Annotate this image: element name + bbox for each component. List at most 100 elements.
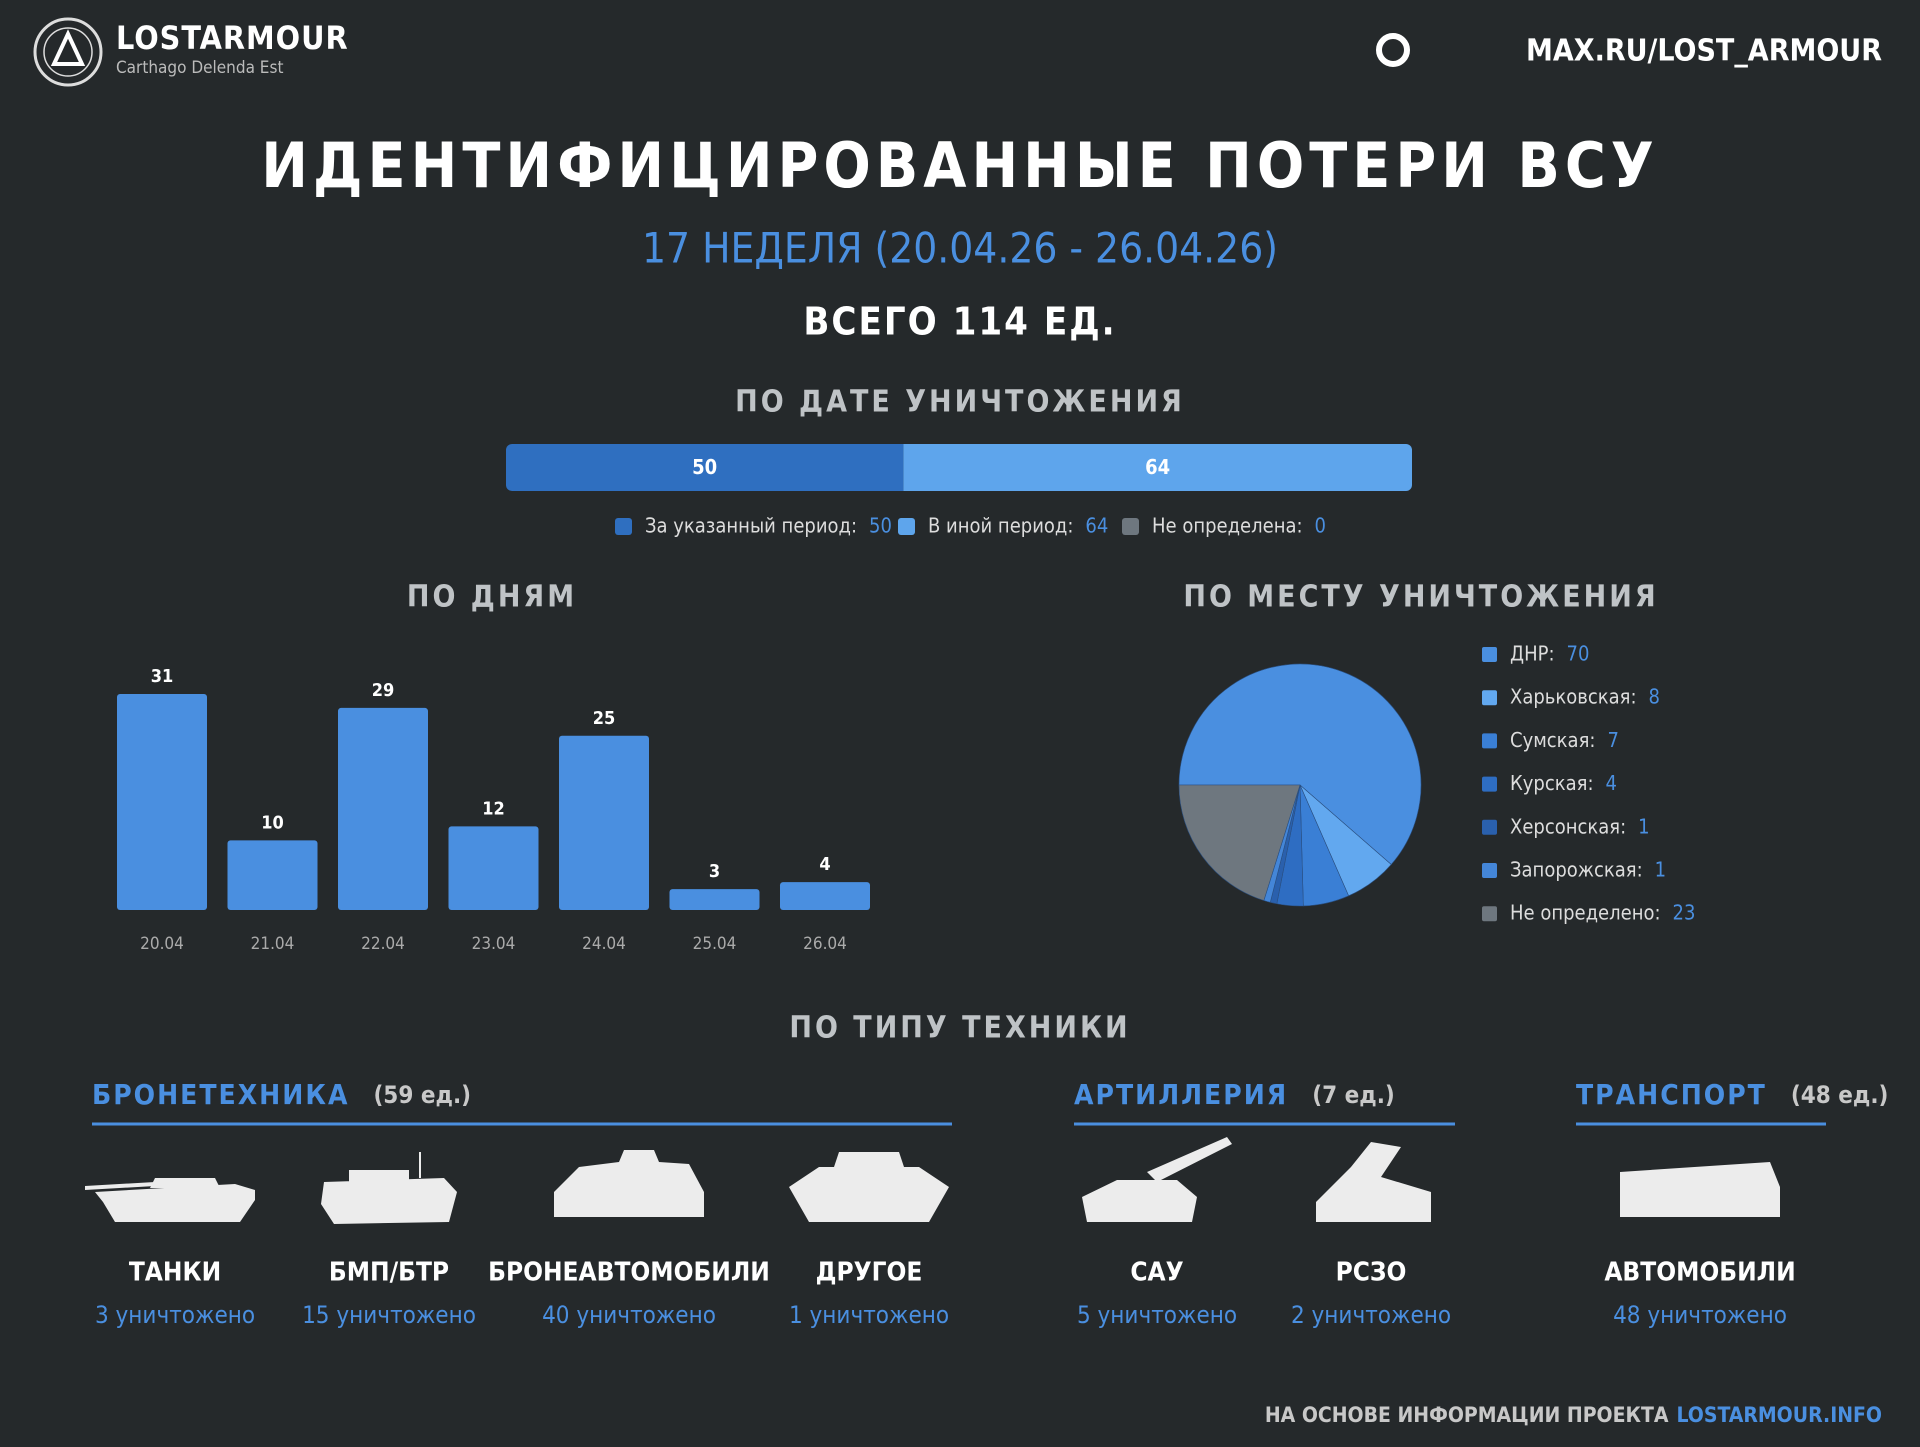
legend-swatch	[1482, 776, 1497, 792]
group-count: (59 ед.)	[373, 1081, 471, 1109]
equipment-value: 5 уничтожено	[1077, 1301, 1237, 1329]
group-title: АРТИЛЛЕРИЯ	[1074, 1078, 1288, 1111]
legend-label: В иной период:	[928, 514, 1073, 538]
header-link[interactable]: MAX.RU/LOST_ARMOUR	[1526, 34, 1882, 69]
bar-value-label: 4	[819, 854, 830, 875]
bar-segment	[903, 444, 1412, 491]
x-tick-label: 23.04	[472, 934, 516, 954]
legend-value: 64	[1085, 514, 1108, 538]
bar	[117, 694, 207, 910]
title: ИДЕНТИФИЦИРОВАННЫЕ ПОТЕРИ ВСУ	[261, 129, 1659, 202]
x-tick-label: 24.04	[582, 934, 626, 954]
legend-label: Не определено:	[1510, 901, 1661, 925]
bar-value-label: 31	[151, 666, 174, 687]
section-title: ПО ТИПУ ТЕХНИКИ	[789, 1011, 1130, 1046]
subtitle: 17 НЕДЕЛЯ (20.04.26 - 26.04.26)	[642, 224, 1278, 273]
equipment-label: РСЗО	[1336, 1258, 1407, 1288]
group-count: (48 ед.)	[1791, 1081, 1889, 1109]
legend-swatch	[898, 518, 915, 535]
legend-value: 1	[1638, 814, 1649, 838]
tagline: Carthago Delenda Est	[116, 58, 283, 78]
legend-value: 0	[1315, 514, 1326, 538]
equipment-value: 48 уничтожено	[1613, 1301, 1787, 1329]
legend-swatch	[1482, 863, 1497, 878]
bar-value-label: 29	[372, 680, 395, 701]
equipment-label: АВТОМОБИЛИ	[1604, 1258, 1795, 1288]
section-title: ПО ДНЯМ	[407, 580, 577, 615]
legend-value: 70	[1567, 642, 1590, 666]
legend-label: Херсонская:	[1510, 814, 1626, 838]
x-tick-label: 25.04	[693, 934, 737, 954]
bar-value-label: 12	[482, 798, 505, 819]
legend-label: Курская:	[1510, 771, 1594, 795]
bar-value-label: 10	[261, 812, 284, 833]
legend-label: ДНР:	[1510, 642, 1555, 666]
legend-swatch	[1482, 647, 1497, 662]
bar-segment	[506, 444, 904, 491]
pie-slice	[1178, 663, 1422, 865]
pie-slice	[1178, 784, 1301, 901]
equipment-icon	[1620, 1162, 1780, 1217]
bar	[669, 889, 760, 910]
equipment-value: 1 уничтожено	[789, 1301, 949, 1329]
x-tick-label: 22.04	[361, 934, 405, 954]
bar	[338, 707, 428, 910]
total: ВСЕГО 114 ЕД.	[803, 300, 1116, 344]
equipment-value: 15 уничтожено	[302, 1301, 476, 1329]
equipment-icon	[1316, 1142, 1431, 1222]
bar	[227, 840, 318, 910]
bar	[559, 735, 649, 910]
footer-text: НА ОСНОВЕ ИНФОРМАЦИИ ПРОЕКТА	[1265, 1403, 1669, 1427]
segment-label: 64	[1145, 455, 1170, 479]
legend-value: 50	[869, 514, 892, 538]
equipment-label: БМП/БТР	[329, 1258, 449, 1288]
equipment-icon	[321, 1152, 457, 1224]
logo	[33, 17, 103, 87]
group-title: ТРАНСПОРТ	[1576, 1078, 1767, 1111]
x-tick-label: 21.04	[251, 934, 295, 954]
legend-label: Сумская:	[1510, 728, 1595, 752]
equipment-icon	[554, 1150, 704, 1217]
equipment-value: 2 уничтожено	[1291, 1301, 1451, 1329]
bar-value-label: 3	[709, 861, 720, 882]
bar	[780, 882, 870, 910]
legend-value: 7	[1607, 728, 1618, 752]
legend-value: 8	[1649, 685, 1660, 709]
legend-label: Не определена:	[1152, 514, 1303, 538]
segment-label: 50	[692, 455, 717, 479]
legend-swatch	[1482, 733, 1497, 749]
equipment-icon	[85, 1178, 255, 1222]
group-count: (7 ед.)	[1312, 1081, 1395, 1109]
bar	[448, 826, 539, 910]
legend-swatch	[615, 518, 632, 535]
section-title: ПО ДАТЕ УНИЧТОЖЕНИЯ	[735, 385, 1185, 420]
equipment-label: ТАНКИ	[129, 1258, 221, 1288]
legend-value: 1	[1655, 858, 1666, 882]
group-title: БРОНЕТЕХНИКА	[92, 1078, 349, 1111]
x-tick-label: 26.04	[803, 934, 847, 954]
equipment-icon	[1082, 1137, 1232, 1222]
section-title: ПО МЕСТУ УНИЧТОЖЕНИЯ	[1183, 580, 1658, 615]
legend-label: За указанный период:	[645, 514, 857, 538]
x-tick-label: 20.04	[140, 934, 184, 954]
legend-swatch	[1122, 518, 1139, 535]
legend-value: 4	[1606, 771, 1617, 795]
bar-value-label: 25	[593, 708, 616, 729]
equipment-label: ДРУГОЕ	[816, 1258, 923, 1288]
legend-swatch	[1482, 690, 1497, 706]
legend-label: Харьковская:	[1510, 685, 1637, 709]
legend-label: Запорожская:	[1510, 858, 1643, 882]
link-icon	[1376, 33, 1410, 67]
equipment-value: 40 уничтожено	[542, 1301, 716, 1329]
footer-link[interactable]: LOSTARMOUR.INFO	[1676, 1403, 1882, 1427]
brand: LOSTARMOUR	[116, 19, 349, 57]
legend-swatch	[1482, 819, 1497, 835]
equipment-label: САУ	[1130, 1258, 1183, 1288]
equipment-icon	[789, 1152, 949, 1222]
equipment-label: БРОНЕАВТОМОБИЛИ	[488, 1258, 770, 1288]
legend-value: 23	[1673, 901, 1696, 925]
equipment-value: 3 уничтожено	[95, 1301, 255, 1329]
